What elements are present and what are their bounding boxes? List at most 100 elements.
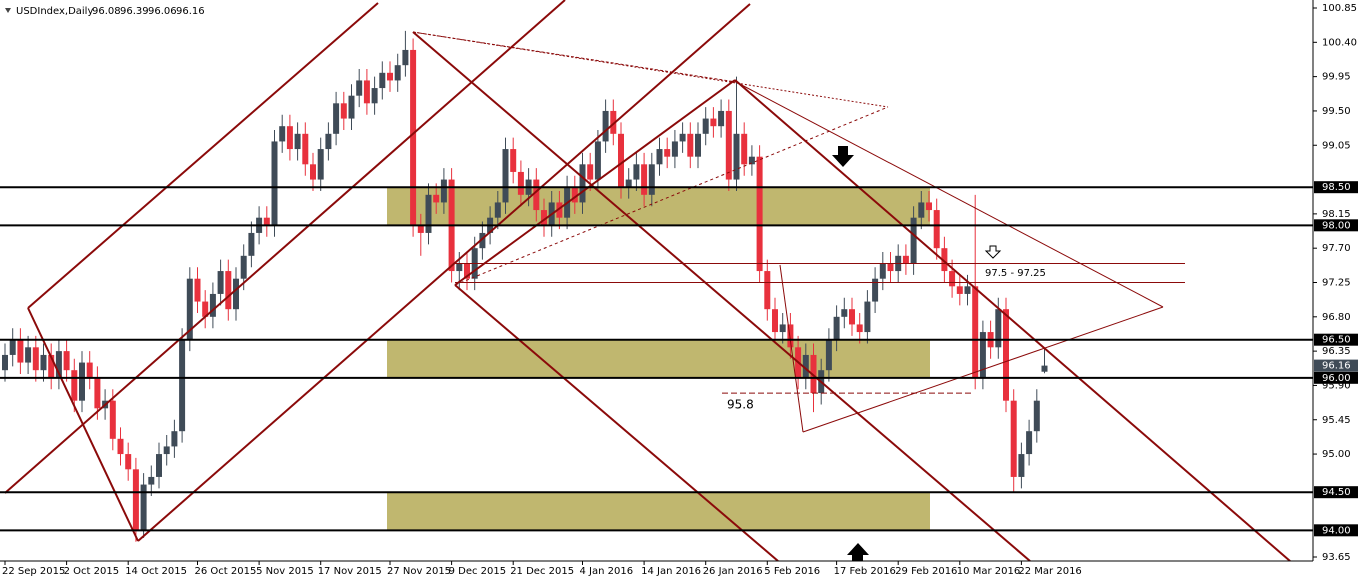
candle-body (841, 309, 848, 317)
x-tick-label: 17 Nov 2015 (318, 566, 382, 577)
candle-body (410, 49, 417, 226)
level-label: 98.50 (1322, 182, 1351, 193)
candle-body (209, 293, 216, 317)
candle-body (679, 133, 686, 142)
candle-body (687, 133, 694, 157)
candle-body (956, 286, 963, 294)
trend-line (27, 2, 379, 309)
y-tick-label: 97.70 (1322, 243, 1351, 254)
trend-line (412, 31, 737, 83)
candle-body (502, 149, 509, 203)
candle-body (979, 332, 986, 378)
candle-body (248, 232, 255, 256)
candle-body (510, 149, 517, 172)
candle-body (1041, 365, 1048, 372)
candle-body (625, 179, 632, 188)
chart-title: USDIndex,Daily (16, 6, 93, 17)
candle-body (240, 255, 247, 279)
x-tick-label: 5 Nov 2015 (256, 566, 314, 577)
candle-body (40, 354, 47, 371)
candle-body (9, 339, 16, 355)
candle-body (779, 324, 786, 333)
candle-body (271, 141, 278, 226)
candle-body (556, 202, 563, 218)
price-label: 96.16 (1322, 361, 1351, 372)
x-tick-label: 4 Jan 2016 (580, 566, 634, 577)
y-tick-label: 99.50 (1322, 106, 1351, 117)
candle-body (541, 210, 547, 226)
candle-body (71, 370, 78, 401)
x-tick-label: 2 Oct 2015 (64, 566, 119, 577)
candle-body (310, 164, 316, 180)
candle-body (517, 171, 524, 195)
trend-line (802, 306, 1164, 433)
y-tick-label: 100.85 (1322, 3, 1357, 14)
level-box (1314, 524, 1358, 537)
candle-body (648, 164, 655, 195)
candle-body (887, 263, 894, 272)
candle-body (63, 351, 70, 371)
candle-body (802, 354, 809, 378)
candle-body (764, 271, 771, 310)
y-tick-label: 99.95 (1322, 72, 1351, 83)
trend-line (454, 106, 889, 286)
candle-body (533, 179, 540, 211)
x-tick-label: 22 Sep 2015 (2, 566, 65, 577)
trend-line (735, 81, 1164, 308)
candle-body (710, 118, 717, 127)
candle-body (163, 446, 170, 455)
candle-body (748, 156, 755, 165)
candle-body (879, 263, 886, 279)
candle-body (579, 164, 586, 203)
trend-line (779, 264, 804, 433)
candle-body (464, 263, 470, 279)
candle-body (94, 377, 101, 409)
level-box (1314, 371, 1358, 384)
candle-body (671, 141, 678, 157)
candle-body (156, 454, 162, 477)
candle-body (132, 469, 139, 531)
candle-body (279, 126, 286, 142)
level-box (1314, 486, 1358, 499)
candle-body (394, 65, 401, 81)
candle-body (186, 278, 193, 340)
zone (387, 187, 930, 226)
candle-body (664, 149, 671, 157)
candle-body (479, 232, 486, 249)
candle-body (618, 133, 624, 188)
candle-body (202, 301, 209, 317)
candle-body (864, 301, 871, 333)
candle-body (702, 118, 709, 134)
candle-body (317, 149, 324, 180)
price-box (1314, 359, 1358, 372)
symbol-icon (5, 8, 11, 13)
candle-body (125, 454, 132, 470)
trend-line (734, 79, 1291, 561)
candle-body (494, 202, 501, 218)
header-open: 96.08 (92, 6, 121, 17)
candle-body (787, 324, 794, 348)
candle-body (356, 80, 363, 96)
y-tick-label: 97.25 (1322, 278, 1351, 289)
down-arrow (832, 146, 854, 167)
candle-body (325, 133, 332, 150)
candle-body (387, 72, 393, 81)
y-tick-label: 95.00 (1322, 449, 1351, 460)
candle-body (55, 351, 62, 378)
level-label: 98.00 (1322, 220, 1351, 231)
trend-line (137, 3, 751, 542)
candle-body (148, 476, 155, 485)
candle-body (872, 278, 879, 302)
candle-body (756, 156, 763, 272)
candle-body (810, 354, 817, 394)
candle-body (371, 88, 378, 104)
candle-body (949, 271, 956, 287)
candle-body (171, 431, 178, 447)
range-label: 97.5 - 97.25 (985, 268, 1046, 279)
x-tick-label: 10 Mar 2016 (957, 566, 1020, 577)
zones (387, 187, 930, 531)
y-tick-label: 96.35 (1322, 346, 1351, 357)
x-tick-label: 26 Jan 2016 (703, 566, 763, 577)
candle-body (179, 339, 186, 432)
candle-body (633, 164, 640, 180)
